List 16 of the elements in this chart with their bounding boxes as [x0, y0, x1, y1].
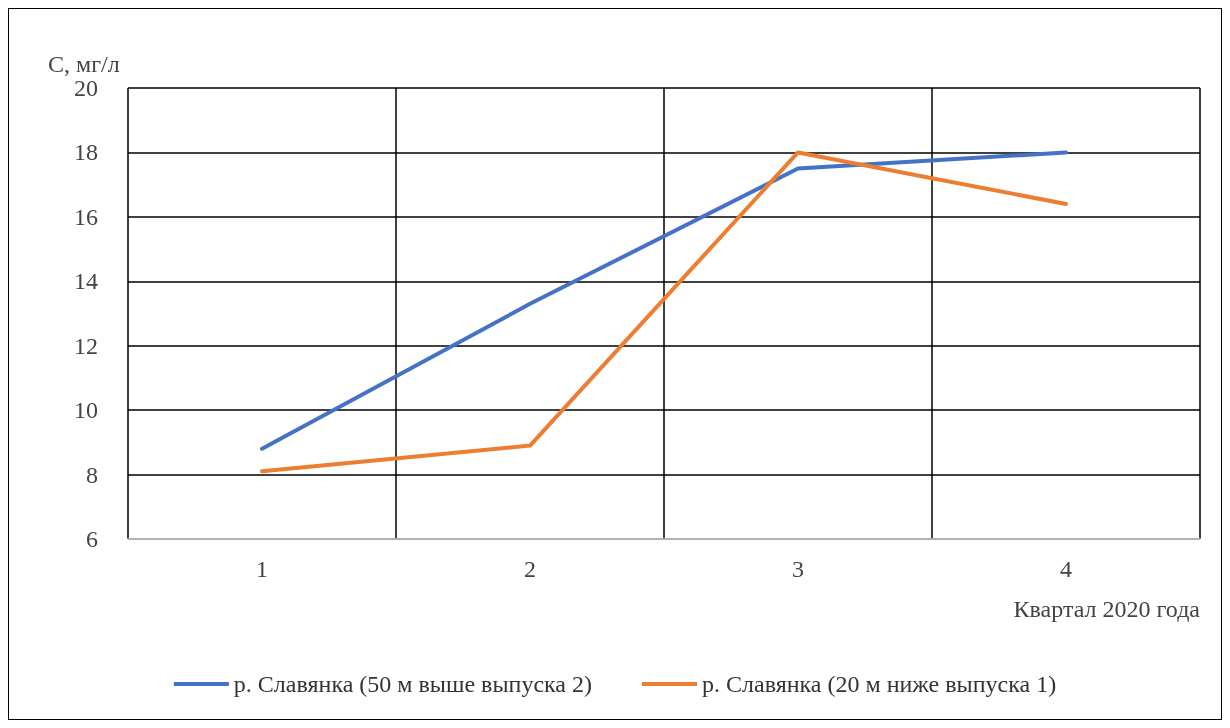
y-tick-label: 16: [74, 203, 98, 230]
legend-label: р. Славянка (50 м выше выпуска 2): [233, 671, 592, 697]
y-tick-label: 14: [74, 268, 98, 295]
y-tick-label: 8: [86, 461, 98, 488]
y-tick-label: 12: [74, 332, 98, 359]
x-tick-label: 1: [256, 556, 268, 582]
y-tick-label: 6: [86, 526, 98, 552]
x-tick-label: 4: [1060, 556, 1072, 582]
x-tick-label: 2: [524, 556, 536, 582]
y-tick-label: 20: [74, 75, 98, 101]
x-tick-label: 3: [792, 556, 804, 582]
x-axis-title: Квартал 2020 года: [1013, 596, 1201, 622]
y-tick-label: 10: [74, 397, 98, 424]
legend-label: р. Славянка (20 м ниже выпуска 1): [701, 671, 1057, 697]
y-axis-title: С, мг/л: [48, 51, 120, 78]
y-tick-label: 18: [74, 139, 98, 166]
